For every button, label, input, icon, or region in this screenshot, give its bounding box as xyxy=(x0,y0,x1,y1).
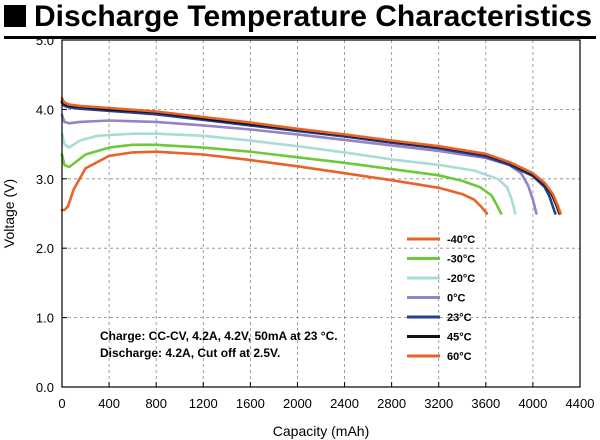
x-axis-title: Capacity (mAh) xyxy=(273,423,369,439)
annotation-line: Discharge: 4.2A, Cut off at 2.5V. xyxy=(100,346,280,360)
x-tick-label: 1600 xyxy=(236,396,265,411)
x-tick-label: 1200 xyxy=(189,396,218,411)
y-tick-label: 4.0 xyxy=(36,102,54,117)
x-tick-label: 3600 xyxy=(471,396,500,411)
plot-frame xyxy=(61,39,581,388)
x-tick-label: 800 xyxy=(145,396,167,411)
chart-title: Discharge Temperature Characteristics xyxy=(4,0,596,39)
series-line-1 xyxy=(60,143,503,215)
x-axis-ticks: 0 400 800 1200 1600 2000 2400 2800 3200 3600 4000 4… xyxy=(58,382,594,411)
series-line-2 xyxy=(60,132,517,215)
x-tick-label: 2400 xyxy=(330,396,359,411)
y-tick-label: 1.0 xyxy=(36,311,54,326)
plot-area xyxy=(62,40,580,387)
y-tick-label: 3.0 xyxy=(36,172,54,187)
legend-label: -20°C xyxy=(447,273,475,285)
chart-title-text: Discharge Temperature Characteristics xyxy=(34,0,593,33)
legend-label: -40°C xyxy=(447,234,475,246)
y-axis-ticks: 0.0 1.0 2.0 3.0 4.0 5.0 xyxy=(36,33,67,395)
annotation-line: Charge: CC-CV, 4.2A, 4.2V, 50mA at 23 °C… xyxy=(100,329,338,343)
x-tick-label: 4000 xyxy=(518,396,547,411)
x-tick-label: 2800 xyxy=(377,396,406,411)
x-tick-label: 4400 xyxy=(566,396,595,411)
legend-label: 45°C xyxy=(447,332,472,344)
legend-label: 23°C xyxy=(447,312,472,324)
legend-label: 0°C xyxy=(447,293,466,305)
legend-label: 60°C xyxy=(447,351,472,363)
grid-lines xyxy=(62,40,580,387)
legend: -40°C -30°C -20°C 0°C 23°C 45°C 60°C xyxy=(407,234,475,363)
title-square-bullet xyxy=(4,5,26,27)
x-tick-label: 2000 xyxy=(283,396,312,411)
series-line-0 xyxy=(60,150,489,215)
y-tick-label: 5.0 xyxy=(36,33,54,48)
series-line-4 xyxy=(60,101,557,215)
series-line-6 xyxy=(60,97,562,215)
x-tick-label: 3200 xyxy=(424,396,453,411)
legend-label: -30°C xyxy=(447,254,475,266)
series-line-3 xyxy=(60,113,538,215)
y-tick-label: 0.0 xyxy=(36,380,54,395)
x-tick-label: 0 xyxy=(58,396,65,411)
y-tick-label: 2.0 xyxy=(36,241,54,256)
y-axis-title: Voltage (V) xyxy=(1,179,17,248)
series-layer xyxy=(60,97,562,215)
x-tick-label: 400 xyxy=(98,396,120,411)
annotation-block: Charge: CC-CV, 4.2A, 4.2V, 50mA at 23 °C… xyxy=(100,329,338,360)
